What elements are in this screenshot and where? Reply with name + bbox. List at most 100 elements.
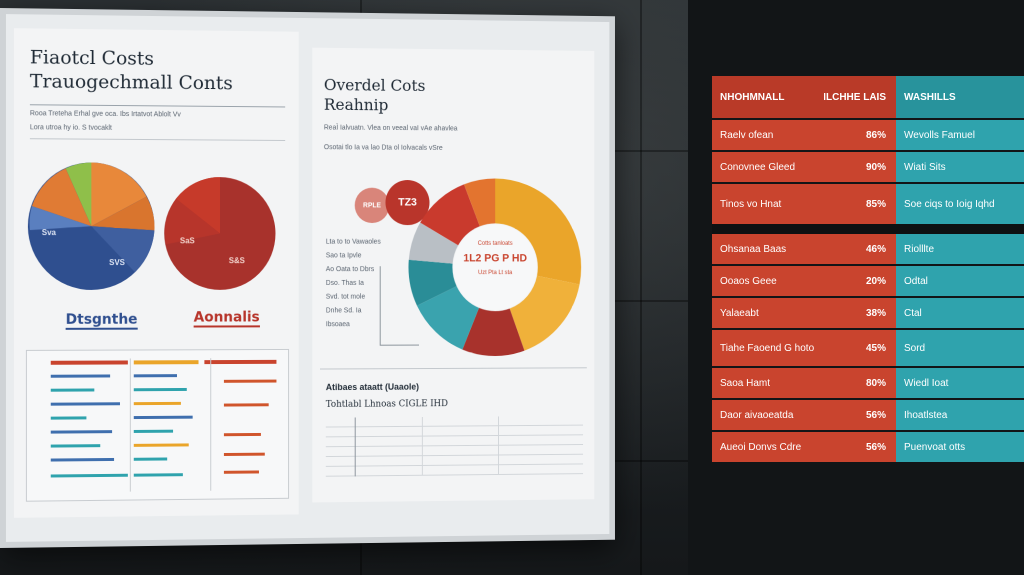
legend-connector [379, 266, 419, 346]
left-title-line1: Fiaotcl Costs [29, 46, 154, 70]
board-header-row: NHOHMNALL HLCHHE LAIS WASHILLS [712, 76, 1024, 118]
left-subtitle-line1: Rooa Treteha Erhal gve oca. Ibs Irtatvot… [29, 110, 181, 119]
pie-right-caption: Aonnalis [193, 309, 260, 328]
bar [133, 443, 189, 447]
board-row-name: Raelv ofean [712, 120, 824, 150]
bar [133, 374, 177, 378]
board-row-note: Wiedl Ioat [896, 368, 1024, 398]
board-row-value: 80% [824, 368, 896, 398]
board-row: Tinos vo Hnat 85% Soe ciqs to Ioig Iqhd [712, 184, 1024, 224]
board-row-note: Ihoatlstea [896, 400, 1024, 430]
board-row-value: 90% [824, 152, 896, 182]
left-panel: Fiaotcl Costs Trauogechmall Conts Rooa T… [13, 28, 299, 518]
bar [50, 430, 113, 434]
board-gap [712, 224, 1024, 234]
bubble-small-label: RPLE [363, 201, 381, 209]
pie-right-label-b: S&S [228, 256, 245, 266]
board-row: Ohsanaa Baas 46% Riolllte [712, 234, 1024, 264]
bar-axis [210, 358, 212, 491]
board-row-name: Ooaos Geee [712, 266, 824, 296]
board-row-name: Yalaeabt [712, 298, 824, 328]
pie-chart-left [27, 162, 155, 290]
wall-seam [640, 0, 642, 575]
board-row-name: Aueoi Donvs Cdre [712, 432, 824, 462]
bar [50, 444, 101, 448]
bar [223, 470, 259, 474]
board-row-name: Tiahe Faoend G hoto [712, 330, 824, 366]
bar [204, 359, 277, 365]
table-column-rule [498, 416, 499, 475]
bar [223, 403, 269, 407]
board-header-col2: HLCHHE LAIS [824, 76, 896, 118]
board-row-value: 85% [824, 184, 896, 224]
table-subtitle: Tohtlabl Lhnoas CIGLE IHD [325, 399, 449, 410]
donut-center-bottom: Uzt Pta Lt sta [478, 270, 513, 277]
board-row-value: 38% [824, 298, 896, 328]
left-title-rule [29, 104, 286, 108]
board-row-note: Soe ciqs to Ioig Iqhd [896, 184, 1024, 224]
board-row-value: 86% [824, 120, 896, 150]
board-row: Raelv ofean 86% Wevolls Famuel [712, 120, 1024, 150]
bar [133, 387, 187, 392]
left-divider [29, 138, 286, 141]
board-row-note: Odtal [896, 266, 1024, 296]
right-title-line2: Reahnip [323, 95, 389, 115]
bar [133, 360, 199, 365]
board-row: Conovnee Gleed 90% Wiati Sits [712, 152, 1024, 182]
pie-left-label-b: SVS [109, 258, 125, 268]
bar [133, 473, 183, 477]
right-title-line1: Overdel Cots [323, 75, 426, 95]
bar [223, 452, 265, 456]
board-row-note: Wevolls Famuel [896, 120, 1024, 150]
data-table [325, 415, 584, 487]
left-subtitle-line2: Lora utroa hy io. S tvocaklt [29, 124, 112, 132]
board-row: Tiahe Faoend G hoto 45% Sord [712, 330, 1024, 366]
bar [133, 415, 193, 420]
bar [50, 374, 111, 378]
bar-panel [25, 348, 290, 502]
legend-item: Sao ta Ipvle [325, 252, 362, 260]
board-row-value: 45% [824, 330, 896, 366]
bar [133, 401, 181, 406]
board-row-note: Ctal [896, 298, 1024, 328]
pie-left-caption: Dtsgnthe [65, 311, 138, 330]
left-title-line2: Trauogechmall Conts [29, 70, 233, 95]
board-row: Aueoi Donvs Cdre 56% Puenvoat otts [712, 432, 1024, 462]
bar [50, 473, 128, 478]
right-subtitle-line1: ReaÌ Ialvuatn. Vlea on veeal vaI vAe aha… [323, 124, 458, 133]
bar [50, 416, 87, 420]
board-row-value: 56% [824, 432, 896, 462]
bar [223, 432, 261, 437]
board-row-note: Riolllte [896, 234, 1024, 264]
board-row: Saoa Hamt 80% Wiedl Ioat [712, 368, 1024, 398]
poster: Fiaotcl Costs Trauogechmall Conts Rooa T… [0, 8, 615, 548]
board-row-note: Sord [896, 330, 1024, 366]
board-row-name: Tinos vo Hnat [712, 184, 824, 224]
board-row: Yalaeabt 38% Ctal [712, 298, 1024, 328]
board-row-note: Puenvoat otts [896, 432, 1024, 462]
board-row-name: Conovnee Gleed [712, 152, 824, 182]
donut-chart [407, 176, 583, 358]
board-row-value: 56% [824, 400, 896, 430]
bar [50, 388, 95, 392]
board-row: Daor aivaoeatda 56% Ihoatlstea [712, 400, 1024, 430]
table-row [325, 464, 584, 477]
pie-right-label-a: SaS [179, 236, 195, 246]
bar [133, 429, 174, 433]
bubble-small: RPLE [354, 187, 390, 224]
bar [133, 457, 168, 461]
pie-chart-right [164, 176, 276, 290]
bar-axis [129, 358, 131, 492]
right-panel: Overdel Cots Reahnip ReaÌ Ialvuatn. Vlea… [312, 47, 595, 503]
board-row-name: Daor aivaoeatda [712, 400, 824, 430]
board-row-name: Saoa Hamt [712, 368, 824, 398]
donut-center-main: 1L2 PG P HD [463, 252, 527, 265]
legend-item: Lta to to Vawaoles [325, 238, 381, 246]
table-column-rule [421, 417, 423, 476]
board-row-value: 20% [824, 266, 896, 296]
board-row-name: Ohsanaa Baas [712, 234, 824, 264]
table-column-rule [354, 417, 356, 477]
board-row-note: Wiati Sits [896, 152, 1024, 182]
right-subtitle-line2: Osotai tlo Ia va lao Dta ol Iolvacals vS… [323, 144, 443, 152]
board-row: Ooaos Geee 20% Odtal [712, 266, 1024, 296]
